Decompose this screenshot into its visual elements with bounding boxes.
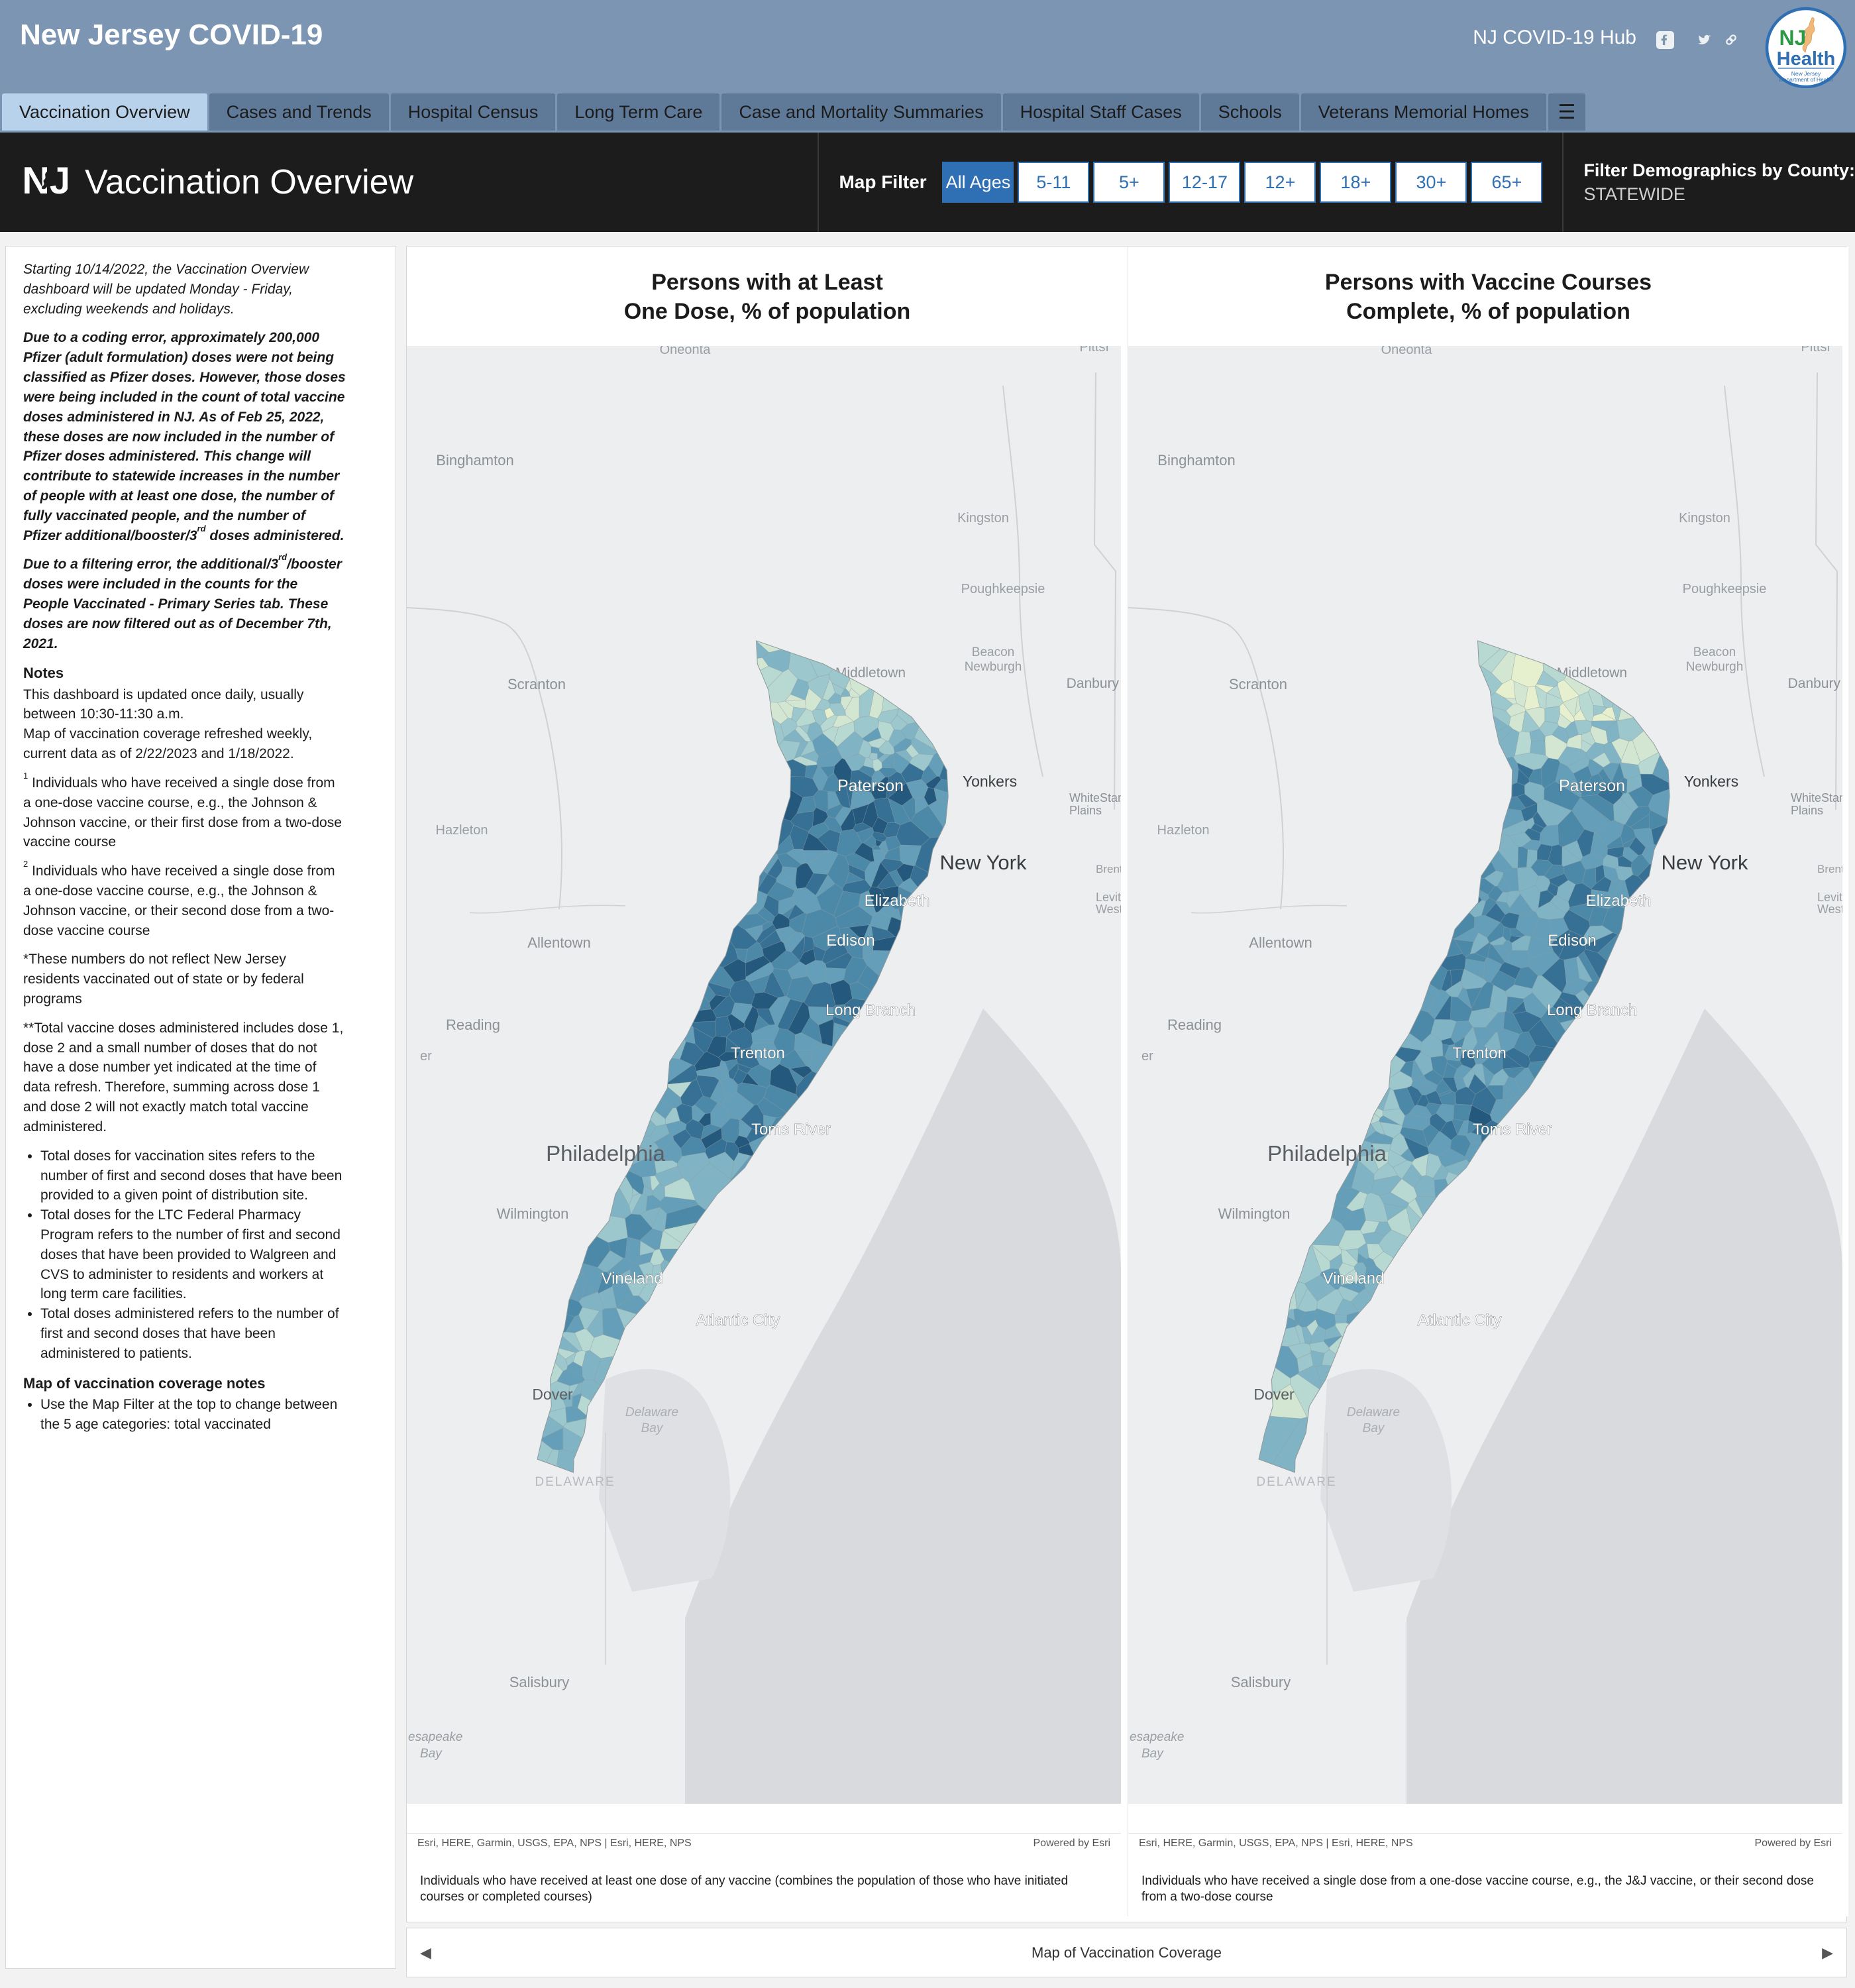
svg-text:Newburgh: Newburgh xyxy=(965,660,1022,674)
svg-text:Philadelphia: Philadelphia xyxy=(1267,1141,1387,1166)
svg-text:Elizabeth: Elizabeth xyxy=(1586,892,1652,910)
svg-text:Paterson: Paterson xyxy=(837,777,904,795)
svg-text:DELAWARE: DELAWARE xyxy=(535,1475,615,1489)
svg-text:Bay: Bay xyxy=(1363,1421,1385,1435)
svg-text:esapeake: esapeake xyxy=(1130,1730,1184,1744)
svg-text:Scranton: Scranton xyxy=(1229,676,1287,692)
svg-text:New York: New York xyxy=(1662,851,1748,874)
svg-text:DELAWARE: DELAWARE xyxy=(1256,1475,1336,1489)
svg-text:WhiteStamford: WhiteStamford xyxy=(1791,791,1842,804)
svg-text:Atlantic City: Atlantic City xyxy=(696,1311,780,1329)
svg-text:Kingston: Kingston xyxy=(957,511,1009,525)
svg-text:Trenton: Trenton xyxy=(731,1044,785,1062)
svg-text:Poughkeepsie: Poughkeepsie xyxy=(961,582,1045,596)
svg-text:Binghamton: Binghamton xyxy=(1157,452,1235,469)
svg-text:Wilmington: Wilmington xyxy=(1218,1205,1291,1222)
svg-text:West Baby: West Baby xyxy=(1817,903,1842,916)
svg-text:Edison: Edison xyxy=(826,932,874,950)
svg-text:Edison: Edison xyxy=(1548,932,1596,950)
svg-text:Vineland: Vineland xyxy=(1323,1270,1385,1288)
svg-text:Danbury: Danbury xyxy=(1067,676,1120,691)
svg-text:Danbury: Danbury xyxy=(1788,676,1841,691)
svg-text:Wilmington: Wilmington xyxy=(497,1205,569,1222)
svg-text:Delaware: Delaware xyxy=(1347,1406,1400,1419)
svg-text:Levittown: Levittown xyxy=(1096,891,1121,904)
svg-text:esapeake: esapeake xyxy=(408,1730,462,1744)
svg-text:Health: Health xyxy=(1777,48,1836,70)
svg-text:Reading: Reading xyxy=(1167,1017,1222,1033)
svg-text:Vineland: Vineland xyxy=(602,1270,663,1288)
svg-text:Oneonta: Oneonta xyxy=(1381,346,1433,357)
svg-text:Delaware: Delaware xyxy=(625,1406,678,1419)
svg-text:Toms River: Toms River xyxy=(1473,1121,1552,1138)
svg-text:Salisbury: Salisbury xyxy=(509,1674,569,1690)
svg-text:Dover: Dover xyxy=(532,1386,573,1403)
svg-text:Reading: Reading xyxy=(446,1017,500,1033)
svg-text:Brentw: Brentw xyxy=(1817,863,1842,875)
svg-text:Pittsf: Pittsf xyxy=(1080,346,1110,355)
svg-text:Hazleton: Hazleton xyxy=(436,823,488,838)
svg-text:New York: New York xyxy=(940,851,1027,874)
svg-text:Levittown: Levittown xyxy=(1817,891,1842,904)
svg-text:Toms River: Toms River xyxy=(751,1121,831,1138)
svg-text:Yonkers: Yonkers xyxy=(963,773,1017,790)
svg-text:Allentown: Allentown xyxy=(1249,934,1312,951)
svg-text:Oneonta: Oneonta xyxy=(660,346,712,357)
svg-text:Bay: Bay xyxy=(1141,1747,1164,1761)
svg-text:Trenton: Trenton xyxy=(1452,1044,1507,1062)
svg-text:er: er xyxy=(1141,1049,1153,1064)
svg-text:Beacon: Beacon xyxy=(972,645,1014,659)
svg-text:Atlantic City: Atlantic City xyxy=(1418,1311,1502,1329)
svg-text:Salisbury: Salisbury xyxy=(1231,1674,1291,1690)
svg-text:Allentown: Allentown xyxy=(527,934,590,951)
svg-text:Philadelphia: Philadelphia xyxy=(546,1141,665,1166)
svg-text:Beacon: Beacon xyxy=(1693,645,1736,659)
svg-text:Yonkers: Yonkers xyxy=(1684,773,1738,790)
svg-text:er: er xyxy=(420,1049,432,1064)
svg-text:Department of Health: Department of Health xyxy=(1779,76,1833,83)
svg-text:Long Branch: Long Branch xyxy=(1547,1001,1637,1019)
svg-text:Binghamton: Binghamton xyxy=(436,452,513,469)
svg-text:Poughkeepsie: Poughkeepsie xyxy=(1683,582,1767,596)
svg-text:West Baby: West Baby xyxy=(1096,903,1121,916)
svg-text:Bay: Bay xyxy=(420,1747,443,1761)
svg-text:WhiteStamford: WhiteStamford xyxy=(1069,791,1121,804)
svg-text:Bay: Bay xyxy=(641,1421,664,1435)
svg-text:Elizabeth: Elizabeth xyxy=(865,892,930,910)
svg-text:Kingston: Kingston xyxy=(1679,511,1730,525)
svg-text:Dover: Dover xyxy=(1253,1386,1295,1403)
svg-text:Plains: Plains xyxy=(1791,804,1823,817)
svg-text:Brentw: Brentw xyxy=(1096,863,1121,875)
svg-text:Plains: Plains xyxy=(1069,804,1102,817)
svg-text:NJ: NJ xyxy=(1779,26,1807,50)
svg-text:Hazleton: Hazleton xyxy=(1157,823,1210,838)
svg-text:Paterson: Paterson xyxy=(1559,777,1625,795)
svg-text:Pittsf: Pittsf xyxy=(1801,346,1831,355)
svg-text:Newburgh: Newburgh xyxy=(1686,660,1744,674)
svg-text:Scranton: Scranton xyxy=(507,676,566,692)
svg-text:Long Branch: Long Branch xyxy=(825,1001,916,1019)
